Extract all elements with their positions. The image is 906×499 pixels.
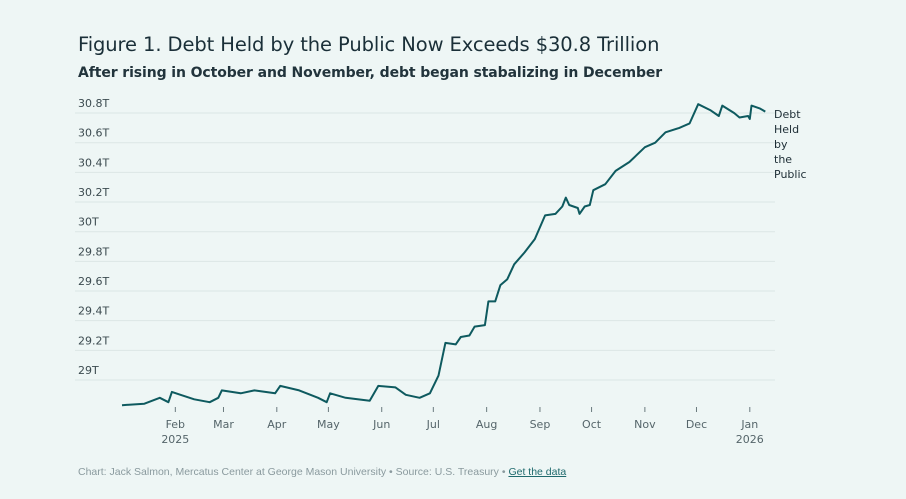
x-tick-label: Jul: [426, 418, 440, 431]
x-tick-label: Sep: [530, 418, 551, 431]
line-chart: 30.8T 30.6T 30.4T 30.2T 30T 29.8T 29.6T 29.4T 29…: [75, 97, 807, 446]
x-tick-label: Oct: [582, 418, 602, 431]
y-tick-label: 30.8T: [78, 97, 109, 110]
x-tick-label: Dec: [686, 418, 707, 431]
footer-credit: Chart: Jack Salmon, Mercatus Center at G…: [78, 466, 509, 478]
x-axis: Feb 2025 Mar Apr May Jun Jul Aug Sep Oct Nov Dec Jan…: [161, 407, 764, 446]
x-tick-label: Mar: [213, 418, 234, 431]
series-label-line: Public: [774, 168, 807, 181]
y-tick-label: 30.6T: [78, 127, 109, 140]
y-tick-label: 30.2T: [78, 186, 109, 199]
x-tick-year-label: 2025: [161, 433, 189, 446]
series-label-line: by: [774, 138, 788, 151]
x-tick-label: Aug: [476, 418, 497, 431]
series-label-line: Debt: [774, 108, 801, 121]
x-tick-year-label: 2026: [736, 433, 764, 446]
y-tick-label: 30.4T: [78, 156, 109, 169]
y-tick-label: 29.4T: [78, 305, 109, 318]
y-tick-label: 29.8T: [78, 245, 109, 258]
x-tick-label: Apr: [267, 418, 287, 431]
x-tick-label: Jun: [372, 418, 390, 431]
chart-title: Figure 1. Debt Held by the Public Now Ex…: [78, 33, 660, 56]
x-tick-label: Jan: [740, 418, 758, 431]
chart-subtitle: After rising in October and November, de…: [78, 65, 663, 81]
series-line-debt-held-by-public: [121, 103, 766, 407]
series-label-line: the: [774, 153, 792, 166]
y-axis: 30.8T 30.6T 30.4T 30.2T 30T 29.8T 29.6T 29.4T 29…: [78, 97, 109, 377]
get-data-link[interactable]: Get the data: [508, 466, 567, 478]
x-tick-label: Feb: [166, 418, 185, 431]
x-tick-label: Nov: [634, 418, 656, 431]
y-tick-label: 29T: [78, 364, 99, 377]
x-tick-label: May: [317, 418, 340, 431]
series-label-line: Held: [774, 123, 799, 136]
y-tick-label: 30T: [78, 216, 99, 229]
series-lines: [121, 103, 766, 407]
y-tick-label: 29.6T: [78, 275, 109, 288]
y-tick-label: 29.2T: [78, 334, 109, 347]
series-label: Debt Held by the Public: [774, 108, 807, 181]
gridlines: [75, 112, 775, 381]
chart-footer: Chart: Jack Salmon, Mercatus Center at G…: [78, 466, 566, 478]
